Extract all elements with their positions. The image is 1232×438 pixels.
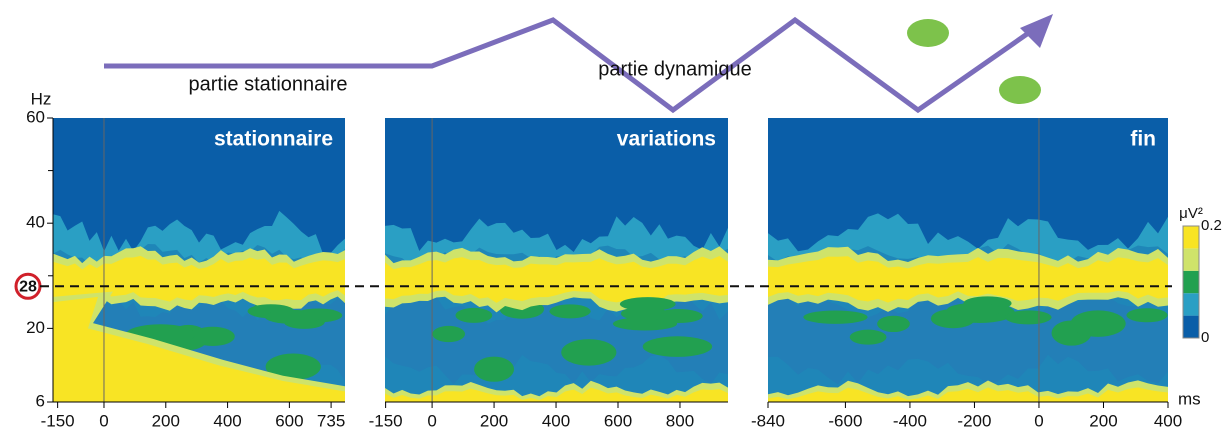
- y-tick-label: 6: [36, 391, 45, 410]
- heatmap-region: [803, 310, 868, 324]
- heatmap-region: [561, 339, 617, 366]
- x-tick-label: 800: [666, 411, 694, 430]
- y-axis-label: Hz: [31, 89, 52, 108]
- x-tick-label: 0: [427, 411, 436, 430]
- heatmap-region: [385, 255, 728, 303]
- x-tick-label: 600: [604, 411, 632, 430]
- x-tick-label: 400: [542, 411, 570, 430]
- heatmap: [768, 118, 1168, 402]
- annotation: partie stationnaire: [189, 73, 348, 95]
- x-tick-label: -400: [893, 411, 927, 430]
- heatmap: [53, 118, 345, 402]
- colorbar-swatch: [1183, 270, 1199, 294]
- colorbar-swatch: [1183, 226, 1199, 249]
- panel-title: stationnaire: [214, 128, 333, 151]
- heatmap-region: [455, 307, 493, 323]
- stimulus-dot: [999, 76, 1041, 104]
- colorbar-swatch: [1183, 248, 1199, 271]
- x-tick-label: -150: [369, 411, 403, 430]
- stimulus-dot: [907, 19, 949, 47]
- heatmap-region: [642, 336, 713, 357]
- x-tick-label: 735: [317, 411, 345, 430]
- x-tick-label: 0: [99, 411, 108, 430]
- y-tick-label: 20: [26, 318, 45, 337]
- heatmap-region: [53, 255, 345, 302]
- heatmap-region: [768, 256, 1168, 303]
- reference-label: 28: [19, 279, 37, 296]
- colorbar-tick-label: 0.2: [1201, 217, 1222, 234]
- heatmap-region: [1126, 308, 1168, 323]
- heatmap-region: [619, 297, 676, 312]
- x-tick-label: -150: [41, 411, 75, 430]
- colorbar-tick-label: 0: [1201, 329, 1209, 346]
- x-tick-label: -600: [828, 411, 862, 430]
- heatmap-region: [265, 353, 321, 380]
- y-tick-label: 40: [26, 213, 45, 232]
- heatmap-region: [385, 387, 728, 402]
- panel-title: fin: [1130, 128, 1156, 151]
- x-tick-label: 600: [275, 411, 303, 430]
- x-tick-label: 400: [1154, 411, 1182, 430]
- heatmap-region: [474, 356, 515, 382]
- heatmap-region: [549, 304, 591, 319]
- colorbar-swatch: [1183, 315, 1199, 338]
- colorbar-title: μV²: [1179, 205, 1203, 222]
- arrow-head: [1020, 14, 1053, 48]
- x-axis-label: ms: [1178, 389, 1201, 408]
- y-tick-label: 60: [26, 107, 45, 126]
- heatmap-region: [53, 296, 345, 402]
- heatmap-region: [768, 293, 1168, 385]
- heatmap-region: [877, 315, 910, 333]
- x-tick-label: 0: [1034, 411, 1043, 430]
- heatmap-region: [1070, 310, 1126, 337]
- x-tick-label: 400: [213, 411, 241, 430]
- x-tick-label: -840: [751, 411, 785, 430]
- colorbar-frame: [1182, 225, 1200, 339]
- paradigm-line: [104, 16, 1042, 114]
- x-tick-label: 200: [480, 411, 508, 430]
- heatmap-region: [264, 309, 321, 324]
- heatmap-region: [946, 303, 1003, 318]
- x-tick-label: 200: [1089, 411, 1117, 430]
- x-tick-label: -200: [957, 411, 991, 430]
- heatmap-region: [654, 309, 703, 324]
- heatmap-region: [768, 387, 1168, 402]
- heatmap: [385, 118, 728, 402]
- annotation: partie dynamique: [598, 58, 751, 80]
- x-tick-label: 200: [152, 411, 180, 430]
- heatmap-region: [1004, 310, 1052, 325]
- heatmap-region: [849, 329, 887, 345]
- heatmap-region: [432, 325, 466, 343]
- colorbar-swatch: [1183, 293, 1199, 316]
- panel-title: variations: [617, 128, 716, 151]
